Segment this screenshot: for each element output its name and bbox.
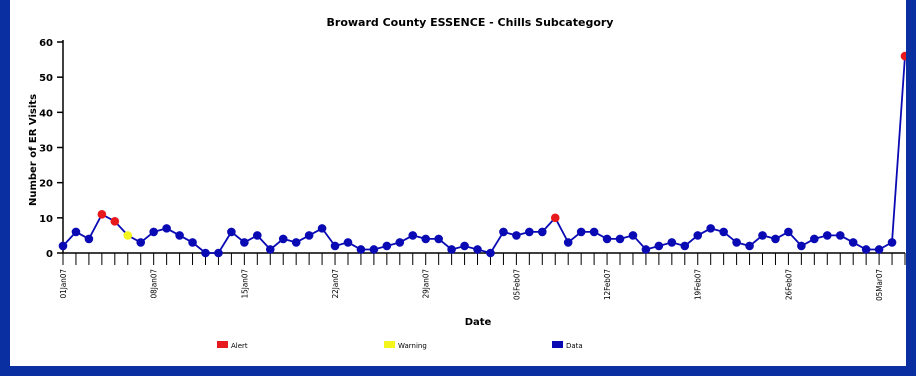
- data-point: [525, 227, 534, 237]
- alert-point: [110, 217, 120, 226]
- data-point: [382, 241, 392, 251]
- series-line-data: [62, 56, 906, 255]
- data-point: [317, 224, 327, 233]
- x-tick-label: 22Jan07: [331, 269, 340, 298]
- y-tick-label: 30: [39, 144, 53, 155]
- data-point: [227, 227, 236, 237]
- chart-svg: Broward County ESSENCE - Chills Subcateg…: [28, 16, 906, 350]
- legend-label: Warning: [398, 342, 427, 350]
- data-point: [602, 234, 612, 244]
- x-axis-label: Date: [465, 317, 492, 328]
- x-tick-label: 05Feb07: [512, 269, 521, 300]
- data-point: [408, 231, 418, 240]
- chart-title: Broward County ESSENCE - Chills Subcateg…: [327, 16, 614, 29]
- legend-swatch: [552, 341, 563, 348]
- data-point: [706, 224, 715, 233]
- x-tick-label: 08Jan07: [150, 269, 159, 298]
- y-tick-label: 60: [39, 38, 53, 49]
- legend: Alert Warning Data: [217, 341, 583, 350]
- data-point: [304, 231, 314, 240]
- x-tick-label: 19Feb07: [694, 269, 703, 300]
- data-point: [175, 231, 184, 240]
- data-point: [758, 231, 767, 240]
- data-point: [874, 245, 884, 254]
- data-point: [745, 241, 754, 251]
- data-point: [771, 234, 780, 244]
- data-point: [136, 238, 146, 247]
- data-point: [615, 234, 625, 244]
- data-point: [693, 231, 703, 240]
- y-tick-label: 0: [46, 249, 53, 260]
- data-point: [330, 241, 340, 251]
- data-point: [654, 241, 664, 251]
- data-point: [822, 231, 832, 240]
- data-point: [149, 227, 158, 237]
- data-point: [499, 227, 508, 237]
- y-tick-label: 10: [39, 214, 53, 225]
- x-tick-label: 05Mar07: [875, 269, 884, 301]
- y-tick-label: 40: [39, 108, 53, 119]
- data-point: [486, 248, 495, 258]
- x-axis: 01Jan07 08Jan07 15Jan07 22Jan07 29Jan07 05Feb…: [59, 252, 906, 301]
- data-point: [201, 248, 210, 258]
- data-point: [628, 231, 638, 240]
- data-point: [369, 245, 379, 254]
- data-point: [447, 245, 456, 254]
- x-tick-label: 26Feb07: [784, 269, 793, 300]
- x-tick-label: 29Jan07: [422, 269, 431, 298]
- alert-point: [550, 213, 560, 223]
- y-axis: 0 10 20 30 40 50 60: [39, 38, 64, 260]
- data-point: [343, 238, 353, 247]
- legend-label: Alert: [231, 342, 248, 350]
- data-point: [680, 241, 690, 251]
- data-point: [861, 245, 871, 254]
- data-point: [473, 245, 482, 254]
- data-point: [887, 238, 897, 247]
- data-point: [253, 231, 262, 240]
- alert-point: [900, 51, 906, 61]
- data-point: [537, 227, 547, 237]
- legend-swatch: [384, 341, 395, 348]
- legend-swatch: [217, 341, 228, 348]
- data-point: [291, 238, 301, 247]
- data-point: [512, 231, 521, 240]
- legend-label: Data: [566, 342, 583, 350]
- data-point: [162, 224, 171, 233]
- y-axis-label: Number of ER Visits: [28, 94, 39, 206]
- x-tick-label: 12Feb07: [603, 269, 612, 300]
- data-point: [784, 227, 793, 237]
- alert-point: [97, 210, 107, 219]
- data-point: [240, 238, 249, 247]
- data-point: [58, 241, 68, 251]
- data-point: [421, 234, 431, 244]
- data-point: [563, 238, 573, 247]
- data-point: [265, 245, 275, 254]
- x-tick-label: 01Jan07: [59, 269, 68, 298]
- data-point: [589, 227, 599, 237]
- data-point: [434, 234, 443, 244]
- data-point: [732, 238, 741, 247]
- data-point: [356, 245, 366, 254]
- data-point: [71, 227, 81, 237]
- data-point: [395, 238, 405, 247]
- data-point: [848, 238, 858, 247]
- data-point: [797, 241, 806, 251]
- warning-point: [123, 231, 133, 240]
- data-point: [460, 241, 469, 251]
- data-point: [810, 234, 819, 244]
- y-tick-label: 50: [39, 73, 53, 84]
- data-point: [667, 238, 677, 247]
- data-point: [278, 234, 288, 244]
- y-tick-label: 20: [39, 179, 53, 190]
- data-point: [641, 245, 651, 254]
- data-point: [84, 234, 94, 244]
- data-point: [576, 227, 586, 237]
- data-point: [835, 231, 845, 240]
- data-point: [214, 248, 223, 258]
- data-point: [719, 227, 728, 237]
- x-tick-label: 15Jan07: [240, 269, 249, 298]
- data-point: [188, 238, 197, 247]
- chart-panel: Broward County ESSENCE - Chills Subcateg…: [10, 0, 906, 366]
- data-points: [58, 51, 906, 258]
